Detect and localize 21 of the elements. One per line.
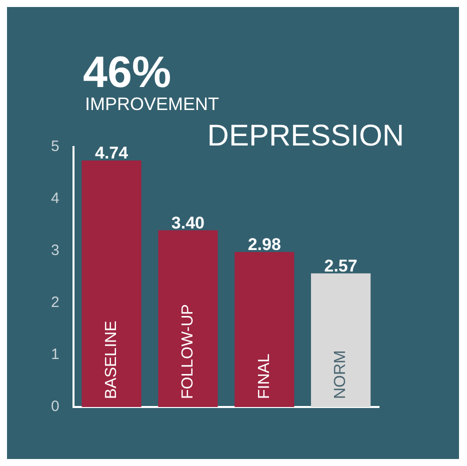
bar — [82, 160, 142, 407]
text: 46% — [83, 48, 172, 97]
data-label: 4.74 — [95, 144, 129, 163]
bar — [158, 230, 218, 407]
data-label: 2.98 — [248, 235, 281, 254]
chart-title: DEPRESSION — [207, 119, 404, 152]
y-tick-label: 1 — [51, 346, 60, 364]
y-tick-label: 4 — [51, 190, 60, 208]
x-tick-label: FINAL — [256, 354, 273, 399]
y-tick-label: 0 — [51, 398, 60, 416]
y-tick-label: 2 — [51, 294, 60, 312]
x-tick-label: FOLLOW-UP — [179, 304, 196, 399]
text: IMPROVEMENT — [85, 94, 220, 114]
data-label: 2.57 — [324, 256, 358, 276]
x-tick-label: NORM — [332, 350, 350, 399]
bar — [234, 252, 294, 407]
data-label: 3.40 — [171, 213, 205, 232]
x-tick-label: BASELINE — [102, 320, 120, 399]
bar — [310, 273, 371, 407]
y-tick-label: 3 — [51, 242, 60, 260]
y-tick-label: 5 — [51, 138, 60, 156]
